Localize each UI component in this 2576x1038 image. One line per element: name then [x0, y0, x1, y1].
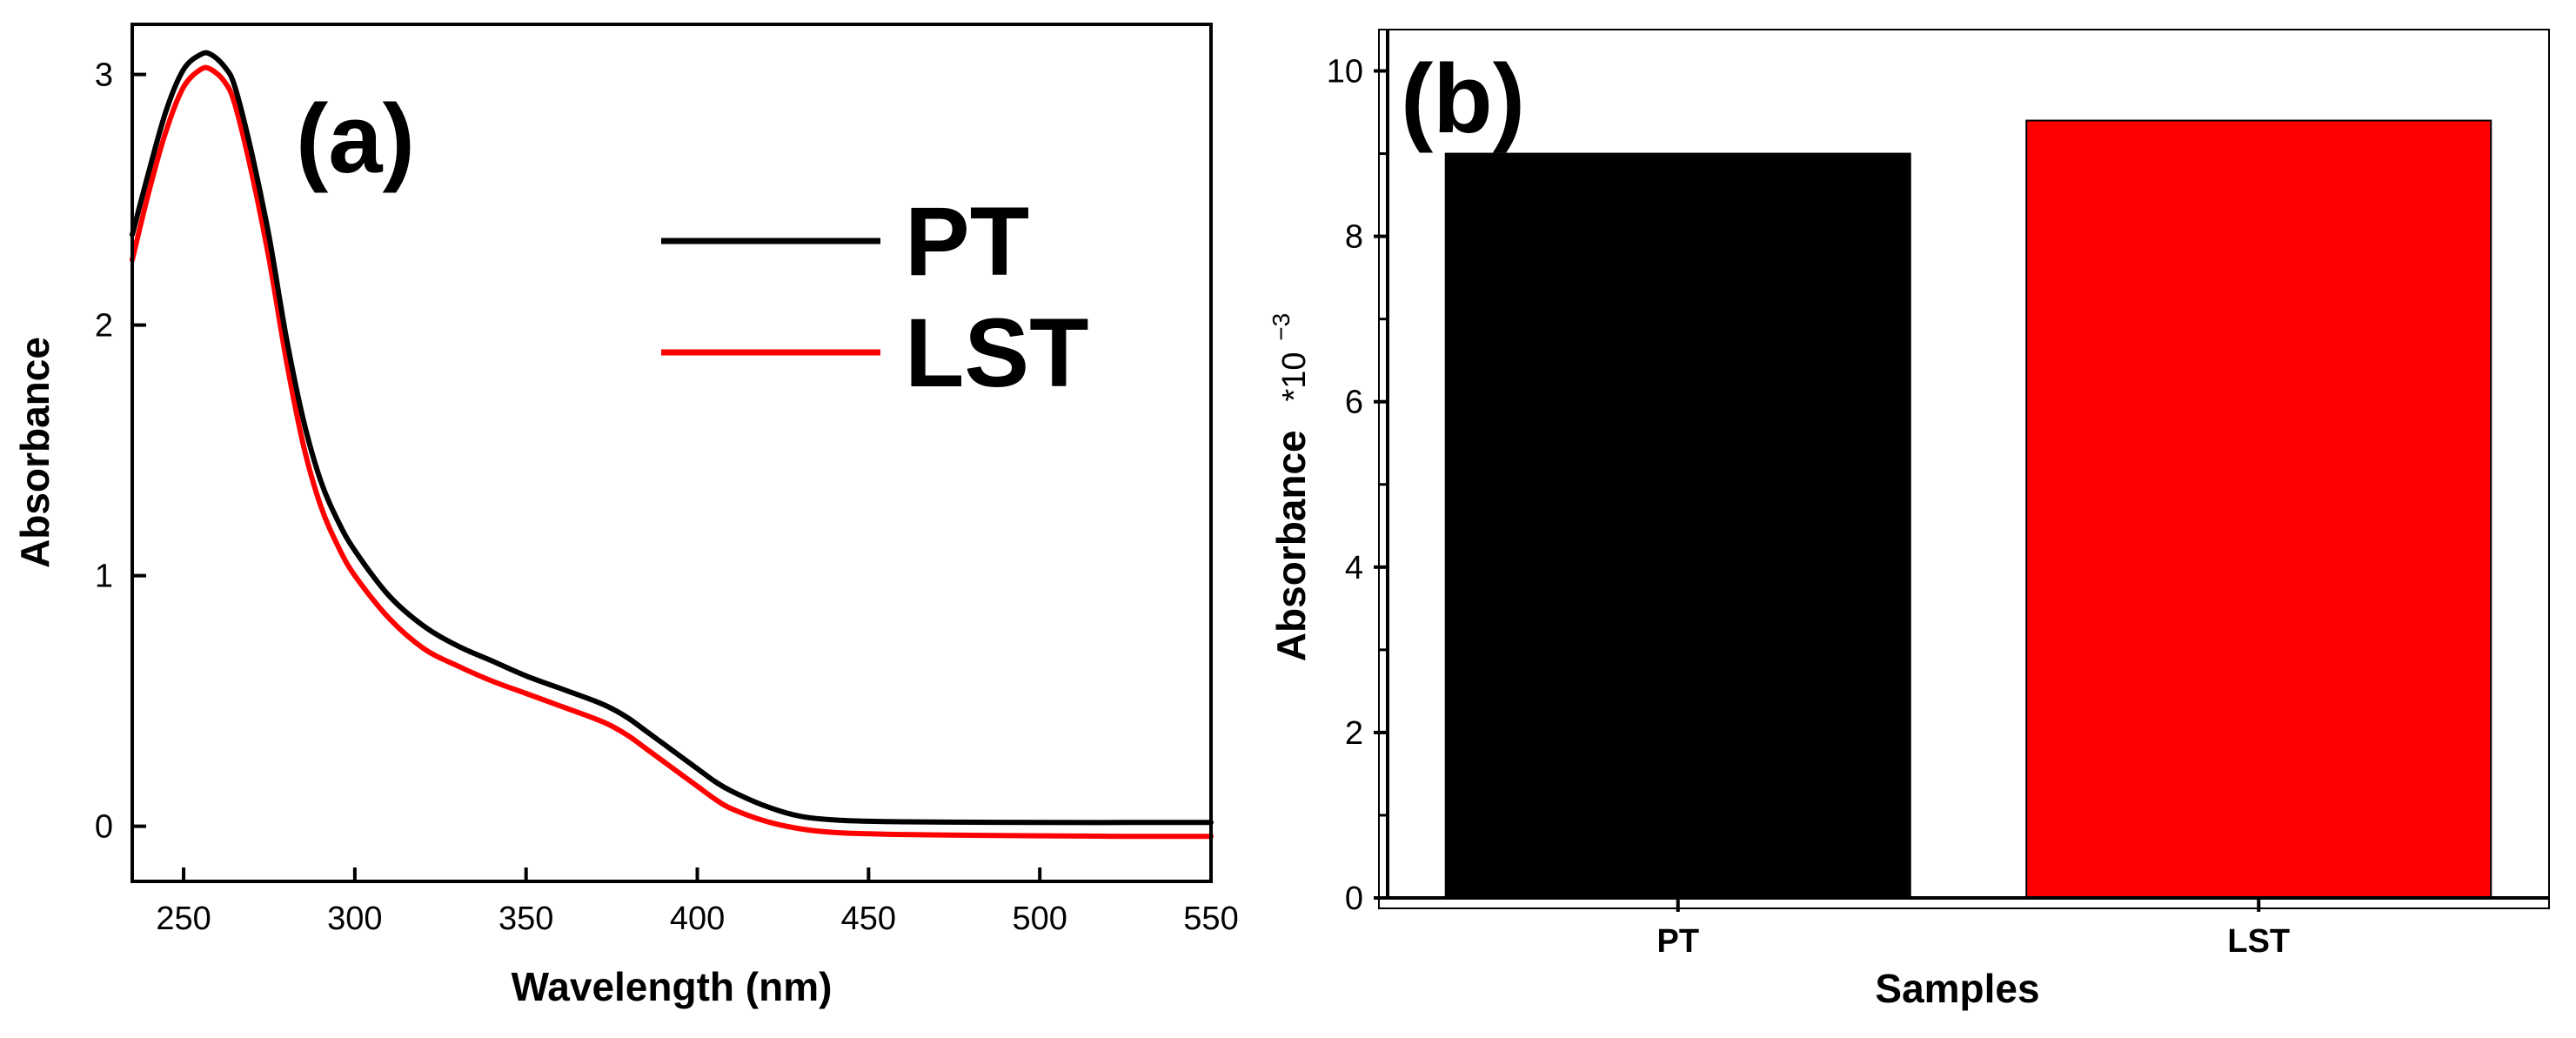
y-tick-label: 8 — [1345, 219, 1363, 256]
bar-lst — [2025, 119, 2492, 900]
y-tick-label: 4 — [1345, 550, 1363, 586]
panel-b-x-ticks: PT LST — [1656, 898, 2290, 960]
panel-b-y-axis-title-main: Absorbance — [1268, 430, 1314, 661]
panel-b-y-axis-exponent: −3 — [1268, 313, 1295, 341]
legend-lst-label: LST — [905, 298, 1089, 407]
panel-b-label: (b) — [1401, 44, 1525, 153]
x-tick-label: 250 — [156, 901, 211, 937]
panel-b-y-axis-title: Absorbance *10 −3 — [1268, 313, 1314, 661]
x-tick-label: 400 — [670, 901, 725, 937]
panel-b-bars — [1444, 119, 2492, 900]
svg-text:Absorbance *10: Absorbance *10 −3 — [1268, 313, 1314, 661]
y-tick-label: 10 — [1327, 54, 1363, 90]
bar-pt — [1444, 152, 1911, 900]
x-tick-label: PT — [1656, 923, 1699, 960]
panel-b-border — [1378, 29, 2550, 909]
panel-b-y-ticks: 0 2 4 6 8 10 — [1327, 54, 1388, 917]
panel-a-y-axis-title: Absorbance — [12, 337, 57, 568]
panel-a-curves — [130, 50, 1214, 840]
x-tick-label: 350 — [498, 901, 553, 937]
y-tick-label: 0 — [1345, 881, 1363, 917]
panel-b-y-axis-multiplier: *10 — [1276, 352, 1313, 402]
x-tick-label: LST — [2227, 923, 2290, 960]
x-tick-label: 500 — [1012, 901, 1067, 937]
panel-b-x-axis-title: Samples — [1875, 966, 2039, 1011]
x-tick-label: 550 — [1183, 901, 1238, 937]
line-pt — [130, 50, 1214, 826]
x-tick-label: 450 — [841, 901, 896, 937]
panel-a-y-ticks: 0 1 2 3 — [95, 57, 146, 846]
legend-pt-label: PT — [905, 187, 1029, 296]
panel-a-x-axis-title: Wavelength (nm) — [512, 964, 833, 1009]
y-tick-label: 2 — [95, 308, 113, 345]
line-lst — [130, 64, 1214, 840]
panel-a: 0 1 2 3 250 300 350 400 450 500 550 (a) PT LST Wa… — [12, 23, 1239, 1009]
y-tick-label: 2 — [1345, 715, 1363, 752]
y-tick-label: 0 — [95, 809, 113, 846]
panel-a-legend: PT LST — [661, 187, 1089, 407]
y-tick-label: 3 — [95, 57, 113, 94]
panel-a-frame — [130, 23, 1213, 883]
y-tick-label: 1 — [95, 559, 113, 595]
x-tick-label: 300 — [327, 901, 382, 937]
panel-a-x-ticks: 250 300 350 400 450 500 550 — [156, 867, 1239, 937]
y-tick-label: 6 — [1345, 385, 1363, 421]
panel-a-label: (a) — [296, 84, 415, 193]
panel-b: 0 2 4 6 8 10 PT LST (b) Samples Absorbance *10… — [1268, 29, 2550, 1011]
